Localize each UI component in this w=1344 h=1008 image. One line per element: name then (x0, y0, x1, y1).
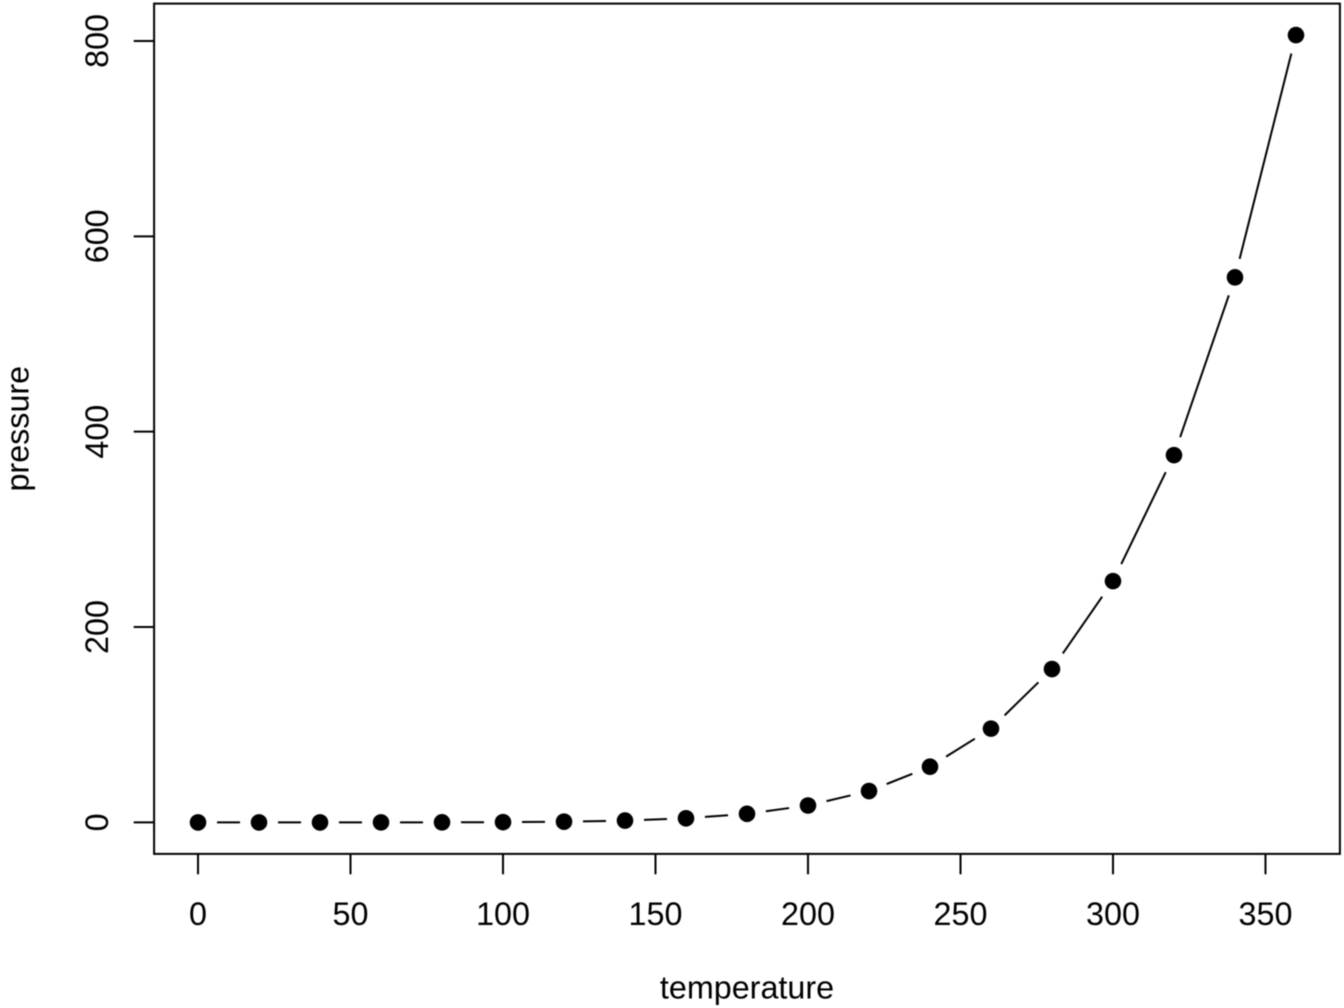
svg-text:50: 50 (333, 896, 369, 932)
svg-text:pressure: pressure (0, 366, 36, 492)
svg-text:250: 250 (934, 896, 988, 932)
svg-text:150: 150 (629, 896, 683, 932)
svg-text:200: 200 (79, 600, 115, 654)
svg-text:600: 600 (79, 209, 115, 263)
svg-text:350: 350 (1239, 896, 1293, 932)
svg-text:200: 200 (781, 896, 835, 932)
svg-text:100: 100 (476, 896, 530, 932)
svg-text:temperature: temperature (660, 970, 834, 1006)
svg-text:300: 300 (1086, 896, 1140, 932)
svg-text:0: 0 (79, 813, 115, 831)
svg-text:400: 400 (79, 405, 115, 459)
svg-text:0: 0 (189, 896, 207, 932)
svg-text:800: 800 (79, 14, 115, 68)
